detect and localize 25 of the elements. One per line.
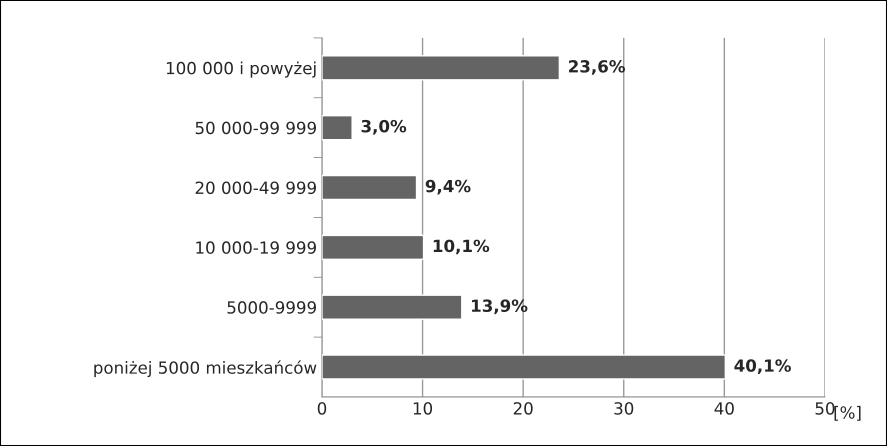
y-tick-label: 50 000-99 999 [196, 122, 316, 134]
data-label: 13,9% [472, 299, 528, 314]
data-label: 40,1% [734, 359, 791, 374]
x-axis-title: [%] [834, 406, 861, 421]
bar [322, 294, 462, 320]
bar [322, 115, 353, 140]
x-tick-label: 50 [816, 402, 834, 415]
x-tick-label: 30 [614, 402, 634, 415]
bar [322, 55, 560, 80]
x-tick-label: 20 [514, 402, 533, 415]
x-tick-label: 40 [714, 402, 734, 415]
x-tick-label: 10 [414, 402, 432, 415]
data-label: 10,1% [434, 240, 490, 254]
y-tick-label: poniżej 5000 mieszkańców [94, 360, 316, 378]
bar [322, 174, 418, 200]
y-tick-label: 100 000 i powyżej [166, 61, 316, 78]
bar [322, 354, 726, 380]
data-label: 9,4% [426, 180, 471, 194]
data-label: 23,6% [569, 60, 625, 75]
data-label: 3,0% [362, 120, 406, 135]
y-tick-label: 20 000-49 999 [196, 181, 316, 194]
x-tick-label: 0 [318, 402, 326, 415]
y-tick-label: 5000-9999 [228, 301, 316, 314]
y-tick-label: 10 000-19 999 [196, 241, 316, 254]
bar [322, 234, 424, 260]
